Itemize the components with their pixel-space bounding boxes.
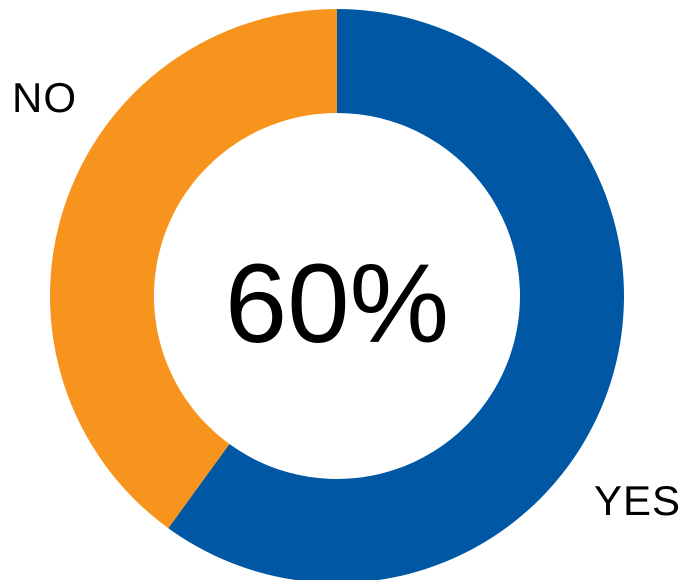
slice-label-no: NO — [12, 74, 77, 121]
center-percentage-label: 60% — [224, 241, 450, 366]
donut-slice-yes — [168, 9, 624, 580]
slices-group — [50, 9, 624, 580]
slice-label-yes: YES — [594, 477, 682, 524]
donut-slice-no — [50, 9, 337, 529]
